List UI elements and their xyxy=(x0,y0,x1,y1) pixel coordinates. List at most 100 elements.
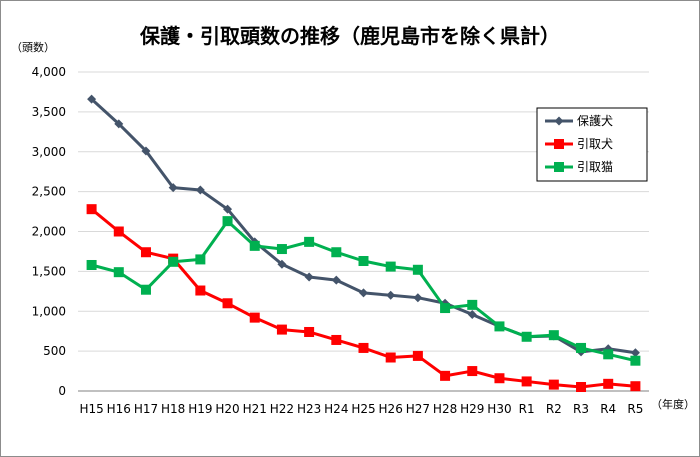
series-line xyxy=(90,208,636,389)
data-point xyxy=(276,244,287,255)
data-point xyxy=(276,324,287,335)
x-tick-label: H22 xyxy=(270,402,294,416)
data-point xyxy=(440,303,451,314)
x-tick-label: H29 xyxy=(460,402,484,416)
y-tick-label: 2,000 xyxy=(32,225,66,239)
data-point xyxy=(576,382,587,393)
data-point xyxy=(304,326,315,337)
x-tick-label: H15 xyxy=(79,402,103,416)
data-point xyxy=(140,247,151,258)
legend-entry: 引取猫 xyxy=(545,160,613,174)
data-point xyxy=(494,373,505,384)
y-axis-unit-label: （頭数） xyxy=(11,41,55,54)
legend-label: 引取猫 xyxy=(577,160,613,174)
data-point xyxy=(86,259,97,270)
y-tick-label: 1,000 xyxy=(32,304,66,318)
data-point xyxy=(385,261,396,272)
chart-title: 保護・引取頭数の推移（鹿児島市を除く県計） xyxy=(139,24,560,48)
y-tick-label: 0 xyxy=(58,384,66,398)
legend-label: 保護犬 xyxy=(577,113,613,128)
series-3 xyxy=(86,216,641,366)
x-tick-label: H20 xyxy=(215,402,239,416)
data-point xyxy=(413,293,423,303)
data-point xyxy=(630,355,641,366)
x-tick-label: H24 xyxy=(324,402,348,416)
data-point xyxy=(521,331,532,342)
data-point xyxy=(358,256,369,267)
data-point xyxy=(304,236,315,247)
data-point xyxy=(603,378,614,389)
x-tick-label: H16 xyxy=(107,402,131,416)
data-point xyxy=(195,254,206,265)
x-tick-label: H28 xyxy=(433,402,457,416)
x-tick-label: H18 xyxy=(161,402,185,416)
data-point xyxy=(385,352,396,363)
data-point xyxy=(222,216,233,227)
x-tick-label: H30 xyxy=(487,402,511,416)
x-tick-label: H27 xyxy=(406,402,430,416)
x-tick-label: R3 xyxy=(573,402,589,416)
data-point xyxy=(114,119,124,129)
data-point xyxy=(359,288,368,298)
legend-swatch-marker xyxy=(554,162,564,172)
data-point xyxy=(630,381,641,392)
y-tick-label: 2,500 xyxy=(32,185,66,199)
data-point xyxy=(331,334,342,345)
data-point xyxy=(331,247,342,258)
data-point xyxy=(223,204,233,214)
data-point xyxy=(331,275,341,285)
data-point xyxy=(141,146,151,156)
data-point xyxy=(168,256,179,267)
data-point xyxy=(113,226,124,237)
data-point xyxy=(195,185,205,195)
data-point xyxy=(249,240,260,251)
legend-swatch-marker xyxy=(554,116,564,126)
y-axis-ticks: 0 500 1,000 1,500 2,000 2,500 3,000 3,500 4,000 xyxy=(32,65,66,398)
data-point xyxy=(548,330,559,341)
data-point xyxy=(548,379,559,390)
x-tick-label: R5 xyxy=(627,402,643,416)
data-point xyxy=(576,342,587,353)
data-point xyxy=(467,299,478,310)
data-point xyxy=(386,290,396,300)
y-tick-label: 3,000 xyxy=(32,145,66,159)
data-point xyxy=(630,348,640,358)
data-point xyxy=(249,312,260,323)
legend-entry: 引取犬 xyxy=(545,137,613,151)
x-tick-label: R2 xyxy=(546,402,562,416)
data-point xyxy=(113,267,124,278)
y-tick-label: 1,500 xyxy=(32,264,66,278)
legend-swatch-marker xyxy=(554,139,564,149)
x-axis-ticks: H15 H16 H17 H18 H19 H20 H21 H22 H23 H24 H25 H26 H27 H… xyxy=(79,402,643,416)
x-tick-label: H26 xyxy=(379,402,403,416)
data-point xyxy=(140,284,151,295)
data-point xyxy=(412,350,423,361)
x-tick-label: H21 xyxy=(243,402,267,416)
x-tick-label: H23 xyxy=(297,402,321,416)
y-tick-label: 500 xyxy=(43,344,66,358)
data-point xyxy=(222,298,233,309)
series-2 xyxy=(86,204,641,393)
data-point xyxy=(467,366,478,377)
x-axis-unit-label: （年度） xyxy=(651,397,695,411)
data-point xyxy=(603,349,614,360)
x-tick-label: R1 xyxy=(519,402,535,416)
data-point xyxy=(277,259,287,269)
data-point xyxy=(195,285,206,296)
x-tick-label: H17 xyxy=(134,402,158,416)
series-layer xyxy=(86,94,641,393)
x-tick-label: R4 xyxy=(600,402,616,416)
data-point xyxy=(358,342,369,353)
data-point xyxy=(440,370,451,381)
data-point xyxy=(521,376,532,387)
data-point xyxy=(304,272,314,282)
data-point xyxy=(87,94,97,104)
data-point xyxy=(494,321,505,332)
data-point xyxy=(168,183,178,193)
legend-entry: 保護犬 xyxy=(545,113,613,128)
y-tick-label: 3,500 xyxy=(32,105,66,119)
legend-label: 引取犬 xyxy=(577,137,613,151)
